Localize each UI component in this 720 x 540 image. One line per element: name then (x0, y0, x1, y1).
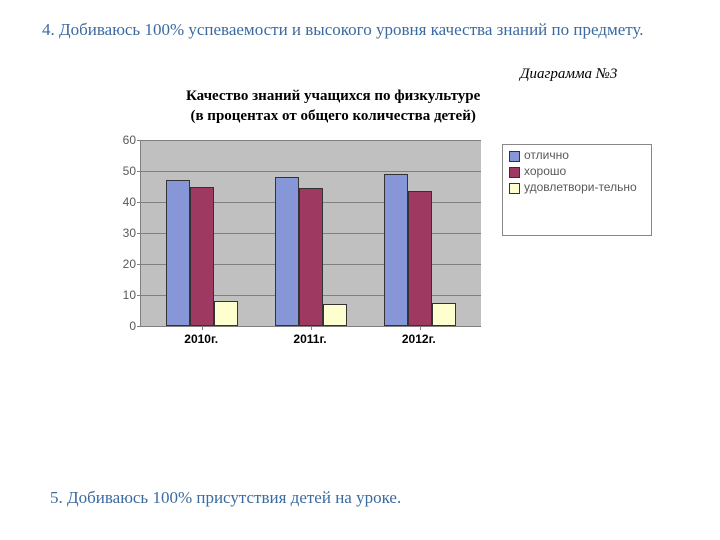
diagram-number-label: Диаграмма №3 (520, 66, 617, 83)
legend-label: отлично (524, 149, 569, 163)
x-axis: 2010г. 2011г. 2012г. (140, 332, 480, 352)
legend-swatch (509, 183, 520, 194)
bar-отлично (384, 174, 408, 326)
y-tick-mark (137, 140, 141, 141)
y-tick-label: 20 (123, 257, 136, 271)
chart-legend: отлично хорошо удовлетвори-тельно (502, 144, 652, 236)
chart-plot-area (140, 140, 481, 327)
bar-удовлетвори-тельно (214, 301, 238, 326)
y-tick-mark (137, 171, 141, 172)
y-tick-label: 10 (123, 288, 136, 302)
x-axis-label: 2010г. (184, 332, 218, 346)
y-tick-mark (137, 295, 141, 296)
x-tick-mark (311, 326, 312, 330)
bar-удовлетвори-тельно (432, 303, 456, 326)
y-tick-label: 50 (123, 164, 136, 178)
item-4-heading: 4. Добиваюсь 100% успеваемости и высоког… (42, 20, 644, 40)
bar-хорошо (190, 187, 214, 327)
chart-title-line1: Качество знаний учащихся по физкультуре (186, 88, 480, 104)
item-5-heading: 5. Добиваюсь 100% присутствия детей на у… (50, 488, 401, 508)
x-axis-label: 2011г. (293, 332, 326, 346)
y-axis: 0102030405060 (110, 140, 140, 326)
legend-label: удовлетвори-тельно (524, 181, 637, 195)
chart-title: Качество знаний учащихся по физкультуре … (186, 86, 480, 127)
y-tick-mark (137, 202, 141, 203)
y-tick-label: 30 (123, 226, 136, 240)
bar-хорошо (299, 188, 323, 326)
legend-item: хорошо (509, 165, 645, 179)
gridline (141, 171, 481, 172)
gridline (141, 140, 481, 141)
bar-отлично (166, 180, 190, 326)
x-axis-label: 2012г. (402, 332, 436, 346)
bar-chart: 0102030405060 2010г.2011г.2012г. (110, 140, 490, 356)
legend-item: отлично (509, 149, 645, 163)
chart-title-line2: (в процентах от общего количества детей) (190, 108, 475, 124)
legend-label: хорошо (524, 165, 566, 179)
y-tick-label: 60 (123, 133, 136, 147)
bar-удовлетвори-тельно (323, 304, 347, 326)
bar-отлично (275, 177, 299, 326)
legend-item: удовлетвори-тельно (509, 181, 645, 195)
y-tick-label: 0 (129, 319, 136, 333)
y-tick-label: 40 (123, 195, 136, 209)
legend-swatch (509, 151, 520, 162)
x-tick-mark (420, 326, 421, 330)
bar-хорошо (408, 191, 432, 326)
x-tick-mark (202, 326, 203, 330)
legend-swatch (509, 167, 520, 178)
y-tick-mark (137, 233, 141, 234)
y-tick-mark (137, 326, 141, 327)
y-tick-mark (137, 264, 141, 265)
